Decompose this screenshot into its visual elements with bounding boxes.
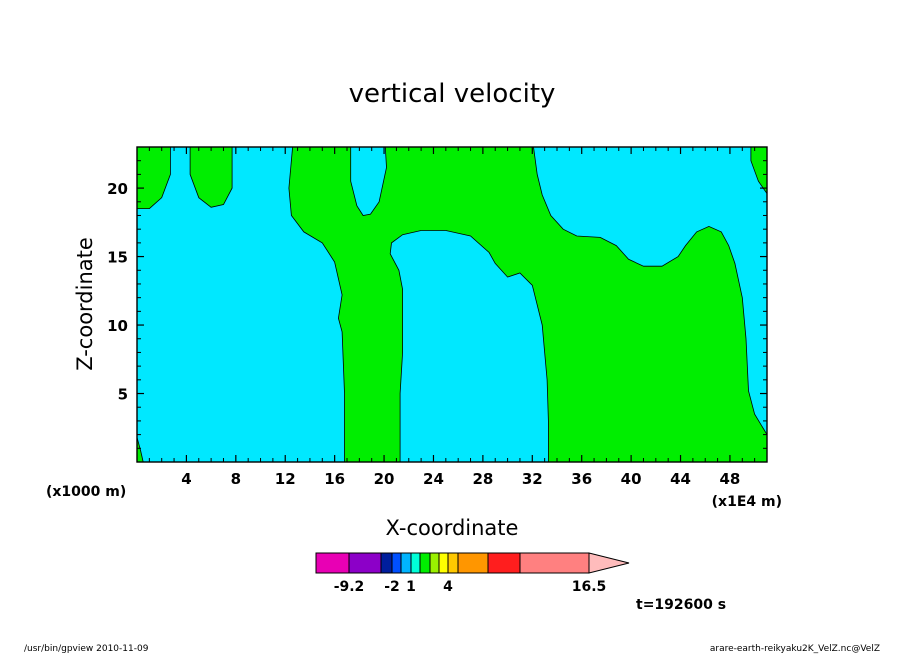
colorbar-segment (419, 552, 431, 574)
colorbar-segment (519, 552, 590, 574)
x-tick-label: 24 (423, 470, 444, 488)
x-tick-label: 4 (181, 470, 191, 488)
colorbar-segment (348, 552, 382, 574)
x-tick-label: 16 (324, 470, 345, 488)
y-tick-label: 15 (107, 249, 128, 267)
colorbar-segment (438, 552, 449, 574)
colorbar-label: 4 (443, 579, 453, 595)
x-tick-label: 40 (621, 470, 642, 488)
x-axis-label: X-coordinate (386, 516, 519, 540)
x-unit-left: (x1000 m) (46, 484, 126, 500)
colorbar-segment (380, 552, 393, 574)
footer-left: /usr/bin/gpview 2010-11-09 (24, 644, 149, 654)
colorbar-segment (400, 552, 412, 574)
colorbar-label: 1 (406, 579, 416, 595)
colorbar-label: 16.5 (572, 579, 607, 595)
colorbar-label: -2 (384, 579, 400, 595)
colorbar-segment (315, 552, 350, 574)
x-tick-label: 20 (374, 470, 395, 488)
colorbar-arrow (588, 552, 630, 574)
plot-frame (136, 146, 768, 463)
x-tick-label: 28 (472, 470, 493, 488)
colorbar-segment (410, 552, 421, 574)
y-tick-label: 20 (107, 180, 128, 198)
x-tick-label: 48 (720, 470, 741, 488)
contour-region-green-band-top-6 (189, 146, 233, 208)
colorbar-segment (429, 552, 440, 574)
colorbar-label: -9.2 (334, 579, 365, 595)
footer-right: arare-earth-reikyaku2K_VelZ.nc@VelZ (710, 644, 880, 654)
colorbar-segment (391, 552, 402, 574)
chart-title: vertical velocity (349, 79, 556, 109)
x-tick-label: 12 (275, 470, 296, 488)
colorbar: -9.2 -2 1 4 16.5 (315, 552, 630, 595)
colorbar-segment (457, 552, 489, 574)
colorbar-segment (447, 552, 459, 574)
x-tick-label: 32 (522, 470, 543, 488)
x-unit-right: (x1E4 m) (712, 494, 782, 510)
time-label: t=192600 s (636, 597, 726, 613)
x-tick-label: 8 (231, 470, 241, 488)
x-tick-label: 36 (571, 470, 592, 488)
y-axis-label: Z-coordinate (73, 237, 97, 371)
colorbar-segment (487, 552, 521, 574)
y-tick-label: 10 (107, 317, 128, 335)
x-tick-label: 44 (670, 470, 691, 488)
y-tick-label: 5 (118, 386, 128, 404)
plot-area (136, 146, 768, 463)
